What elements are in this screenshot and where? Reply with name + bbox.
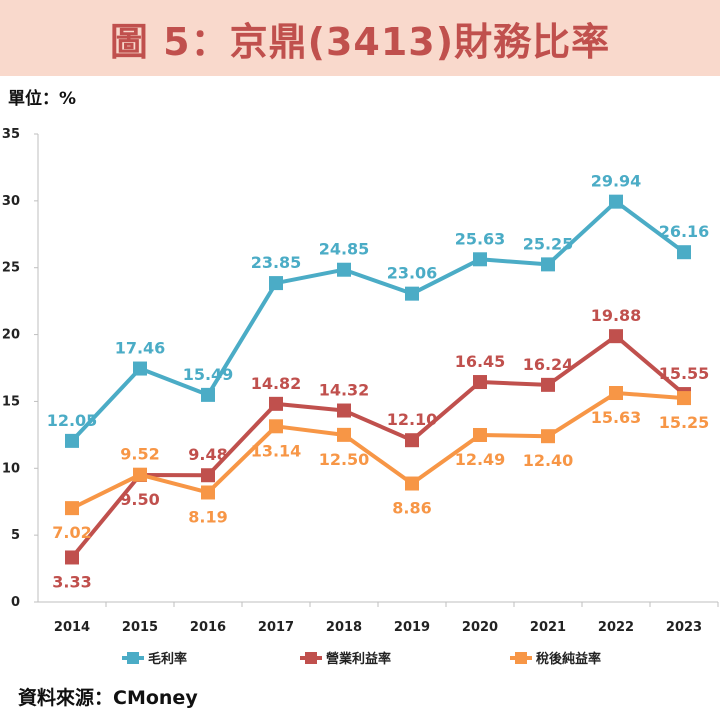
y-tick-label: 0 — [11, 595, 20, 610]
y-tick-label: 10 — [2, 461, 20, 476]
data-point — [337, 427, 351, 442]
legend-label: 稅後純益率 — [536, 651, 601, 667]
x-tick-label: 2018 — [326, 620, 362, 635]
data-label: 9.52 — [120, 445, 159, 464]
data-label: 19.88 — [591, 306, 642, 325]
legend-swatch-marker — [515, 652, 527, 664]
data-point — [541, 377, 555, 392]
data-point — [473, 427, 487, 442]
data-point — [65, 501, 79, 516]
y-tick-label: 15 — [2, 394, 20, 409]
data-point — [201, 485, 215, 500]
data-label: 26.16 — [659, 222, 710, 241]
data-point — [609, 329, 623, 344]
chart-area: 0 5 10 15 20 25 30 35 2014 2015 2016 2017 2018 2019 20… — [2, 127, 719, 667]
legend-swatch-marker — [127, 652, 139, 664]
data-label: 8.86 — [392, 499, 431, 518]
data-label: 15.49 — [183, 365, 234, 384]
series-line — [70, 199, 686, 443]
data-label: 17.46 — [115, 339, 166, 358]
y-tick-label: 20 — [2, 328, 20, 343]
data-label: 12.40 — [523, 451, 574, 470]
data-label: 25.63 — [455, 229, 506, 248]
data-label: 12.50 — [319, 450, 370, 469]
data-label: 12.49 — [455, 450, 506, 469]
data-point — [677, 245, 691, 260]
data-point — [337, 403, 351, 418]
y-tick-label: 25 — [2, 261, 20, 276]
data-label: 7.02 — [52, 523, 91, 542]
data-label: 3.33 — [52, 572, 91, 591]
data-label: 23.06 — [387, 264, 438, 283]
data-point — [609, 386, 623, 401]
data-label: 24.85 — [319, 240, 370, 259]
data-point — [65, 550, 79, 565]
data-point — [405, 476, 419, 491]
x-tick-label: 2020 — [462, 620, 498, 635]
data-point — [65, 433, 79, 448]
data-label: 12.10 — [387, 410, 438, 429]
x-tick-label: 2016 — [190, 620, 226, 635]
data-point — [337, 262, 351, 277]
data-label: 8.19 — [188, 507, 227, 526]
chart-title: 圖 5：京鼎(3413)財務比率 — [109, 19, 611, 64]
series-line — [70, 334, 686, 559]
data-point — [269, 419, 283, 434]
data-point — [473, 252, 487, 267]
data-label: 16.45 — [455, 352, 506, 371]
data-point — [473, 375, 487, 390]
source-label: 資料來源：CMoney — [18, 687, 198, 709]
data-point — [269, 276, 283, 291]
x-tick-label: 2023 — [666, 620, 702, 635]
data-label: 9.50 — [120, 490, 159, 509]
data-point — [405, 433, 419, 448]
y-tick-label: 5 — [11, 528, 20, 543]
x-tick-label: 2021 — [530, 620, 566, 635]
data-label: 29.94 — [591, 172, 642, 191]
data-point — [133, 361, 147, 376]
data-label: 15.25 — [659, 413, 710, 432]
data-label: 25.25 — [523, 234, 574, 253]
legend-label: 營業利益率 — [326, 651, 391, 667]
data-label: 14.32 — [319, 381, 370, 400]
data-point — [269, 396, 283, 411]
x-tick-label: 2017 — [258, 620, 294, 635]
data-label: 16.24 — [523, 355, 574, 374]
data-point — [201, 387, 215, 402]
y-tick-label: 30 — [2, 194, 20, 209]
y-tick-label: 35 — [2, 127, 20, 142]
x-tick-label: 2015 — [122, 620, 158, 635]
data-point — [541, 429, 555, 444]
data-point — [541, 257, 555, 272]
data-point — [677, 391, 691, 406]
legend-label: 毛利率 — [148, 651, 187, 667]
data-label: 23.85 — [251, 253, 302, 272]
series-line — [71, 391, 685, 510]
data-point — [609, 194, 623, 209]
x-tick-label: 2019 — [394, 620, 430, 635]
data-point — [133, 467, 147, 482]
data-label: 12.05 — [47, 411, 98, 430]
data-point — [405, 286, 419, 301]
x-tick-label: 2022 — [598, 620, 634, 635]
data-label: 9.48 — [188, 445, 227, 464]
data-label: 13.14 — [251, 441, 302, 460]
unit-label: 單位：% — [8, 89, 77, 109]
legend-swatch-marker — [305, 652, 317, 664]
data-label: 15.63 — [591, 408, 642, 427]
title-banner: 圖 5：京鼎(3413)財務比率 — [0, 0, 720, 76]
x-tick-label: 2014 — [54, 620, 90, 635]
data-label: 15.55 — [659, 364, 710, 383]
data-point — [201, 468, 215, 483]
data-label: 14.82 — [251, 374, 302, 393]
